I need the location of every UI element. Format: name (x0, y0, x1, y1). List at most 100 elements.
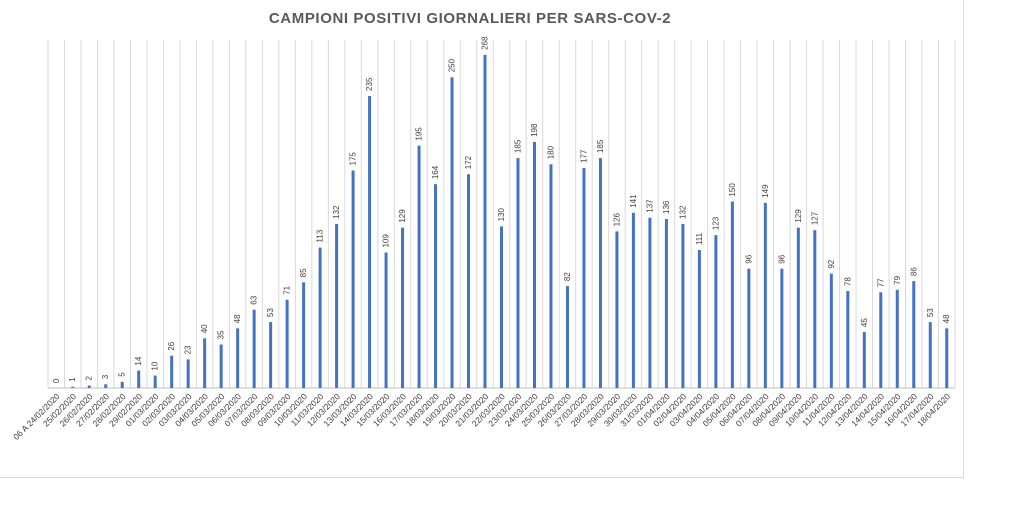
bar (483, 54, 487, 388)
bar (912, 281, 916, 388)
bar (730, 201, 734, 388)
grid (47, 40, 956, 388)
data-label: 45 (860, 318, 869, 327)
bar (384, 252, 388, 388)
data-label: 127 (810, 211, 819, 225)
data-label: 123 (711, 216, 720, 230)
bar (516, 158, 520, 388)
data-label: 26 (167, 341, 176, 350)
bar (829, 273, 833, 388)
bar (565, 286, 569, 388)
bar (928, 322, 932, 388)
bar (582, 168, 586, 388)
data-label: 77 (876, 278, 885, 287)
data-label: 136 (662, 200, 671, 214)
bar (846, 291, 850, 388)
bar (450, 77, 454, 388)
bars (71, 54, 949, 389)
bar (697, 250, 701, 388)
data-label: 164 (431, 165, 440, 179)
bar (417, 145, 421, 388)
data-label: 250 (448, 58, 457, 72)
data-label: 268 (481, 36, 490, 50)
data-label: 137 (645, 199, 654, 213)
data-label: 14 (134, 356, 143, 365)
bar (203, 338, 207, 388)
bar (219, 344, 223, 388)
data-label: 0 (52, 378, 61, 383)
bar (71, 386, 75, 388)
bar (186, 359, 190, 388)
bar (285, 299, 289, 388)
bar (862, 332, 866, 388)
bar (269, 322, 273, 388)
data-label: 141 (629, 194, 638, 208)
bar (615, 231, 619, 388)
bar (318, 247, 322, 388)
chart: CAMPIONI POSITIVI GIORNALIERI PER SARS-C… (11, 10, 956, 442)
bar (120, 381, 124, 388)
bar (780, 268, 784, 388)
data-label: 63 (250, 295, 259, 304)
data-label: 53 (926, 308, 935, 317)
data-label: 96 (777, 254, 786, 263)
data-label: 1 (68, 377, 77, 382)
data-label: 150 (728, 183, 737, 197)
data-label: 2 (85, 376, 94, 381)
bar (153, 375, 157, 388)
bar (236, 328, 240, 388)
bar (302, 282, 306, 388)
bar (368, 95, 372, 389)
bar (549, 164, 553, 388)
data-label: 185 (596, 139, 605, 153)
bar (252, 309, 256, 388)
data-label: 132 (678, 205, 687, 219)
data-label: 195 (415, 127, 424, 141)
data-label: 96 (744, 254, 753, 263)
bar (714, 235, 718, 388)
data-label: 23 (184, 345, 193, 354)
bar (747, 268, 751, 388)
chart-title: CAMPIONI POSITIVI GIORNALIERI PER SARS-C… (269, 10, 671, 27)
bar (351, 170, 355, 388)
data-label: 10 (151, 361, 160, 370)
data-label: 113 (316, 229, 325, 242)
bar (796, 227, 800, 388)
bar (467, 174, 471, 388)
bar (434, 184, 438, 388)
data-label: 48 (233, 314, 242, 323)
data-label: 79 (893, 275, 902, 284)
data-label: 132 (332, 205, 341, 219)
bar (895, 289, 899, 388)
data-label: 48 (942, 314, 951, 323)
bar (170, 355, 174, 388)
data-label: 40 (200, 324, 209, 333)
data-label: 78 (843, 277, 852, 286)
data-label: 85 (299, 268, 308, 277)
bar (598, 158, 602, 388)
bar (945, 328, 949, 388)
bar (335, 223, 339, 388)
bar (87, 385, 91, 388)
x-tick-labels: 06 A 24/02/202025/02/202026/02/202027/02… (11, 391, 952, 442)
data-label: 126 (612, 213, 621, 227)
data-label: 175 (349, 152, 358, 166)
bar (532, 141, 536, 388)
data-label: 129 (794, 209, 803, 223)
bar (648, 217, 652, 388)
data-label: 92 (827, 259, 836, 268)
data-label: 109 (382, 234, 391, 248)
chart-frame: CAMPIONI POSITIVI GIORNALIERI PER SARS-C… (0, 0, 964, 478)
data-label: 130 (497, 208, 506, 222)
data-label: 5 (118, 372, 127, 377)
data-label: 71 (283, 285, 292, 294)
data-label: 235 (365, 77, 374, 91)
data-label: 185 (513, 139, 522, 153)
bar (879, 292, 883, 388)
bar (104, 384, 108, 388)
data-label: 180 (546, 145, 555, 159)
data-label: 177 (579, 149, 588, 163)
data-label: 53 (266, 308, 275, 317)
data-label: 111 (695, 232, 704, 245)
